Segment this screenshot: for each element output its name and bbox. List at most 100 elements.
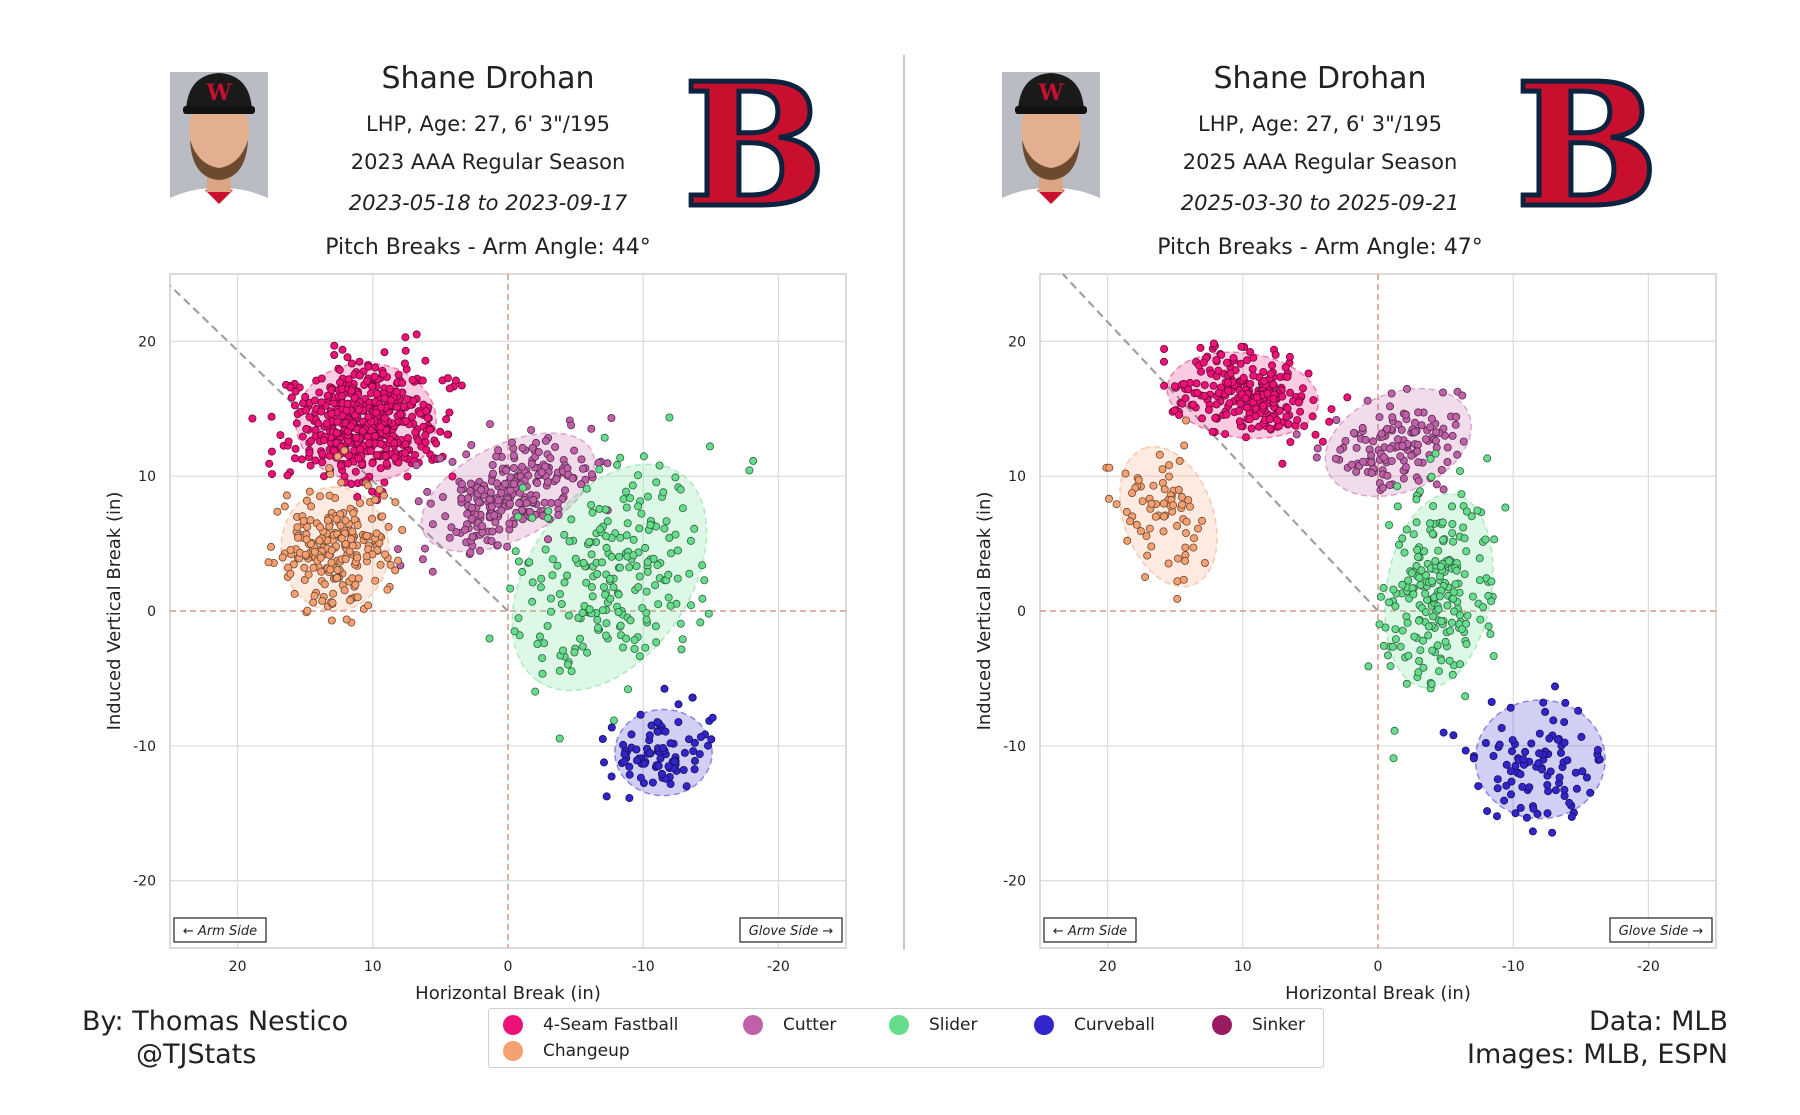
cutter-point	[486, 488, 495, 497]
changeup-point	[1173, 521, 1182, 530]
slider-point	[1483, 454, 1492, 463]
4-seam-fastball-point	[1296, 407, 1305, 416]
slider-point	[547, 607, 556, 616]
4-seam-fastball-point	[1229, 353, 1238, 362]
cutter-point	[541, 436, 550, 445]
cutter-point	[527, 459, 536, 468]
4-seam-fastball-point	[1286, 437, 1295, 446]
4-seam-fastball-point	[371, 432, 380, 441]
4-seam-fastball-point	[1209, 339, 1218, 348]
changeup-point	[1182, 517, 1191, 526]
cutter-point	[1411, 418, 1420, 427]
slider-point	[555, 590, 564, 599]
4-seam-fastball-point	[1263, 389, 1272, 398]
changeup-point	[341, 539, 350, 548]
y-axis-label: Induced Vertical Break (in)	[974, 492, 995, 731]
4-seam-fastball-point	[372, 389, 381, 398]
changeup-point	[307, 502, 316, 511]
slider-point	[652, 478, 661, 487]
4-seam-fastball-point	[443, 430, 452, 439]
4-seam-fastball-point	[425, 425, 434, 434]
slider-point	[641, 543, 650, 552]
svg-text:W: W	[206, 80, 232, 106]
changeup-point	[372, 529, 381, 538]
slider-point	[578, 608, 587, 617]
changeup-point	[348, 541, 357, 550]
changeup-point	[340, 586, 349, 595]
curveball-point	[708, 713, 717, 722]
curveball-point	[1546, 767, 1555, 776]
changeup-point	[1169, 501, 1178, 510]
slider-point	[632, 562, 641, 571]
y-tick-label: 20	[138, 334, 156, 350]
slider-point	[643, 567, 652, 576]
cutter-point	[463, 509, 472, 518]
slider-point	[514, 557, 523, 566]
4-seam-fastball-point	[1266, 369, 1275, 378]
slider-point	[1393, 502, 1402, 511]
slider-point	[1421, 589, 1430, 598]
4-seam-fastball-point	[1223, 378, 1232, 387]
4-seam-fastball-point	[421, 356, 430, 365]
slider-point	[1487, 577, 1496, 586]
changeup-point	[318, 596, 327, 605]
changeup-point	[325, 464, 334, 473]
slider-point	[1409, 590, 1418, 599]
curveball-point	[688, 693, 697, 702]
slider-point	[567, 515, 576, 524]
slider-point	[671, 473, 680, 482]
cutter-point	[497, 506, 506, 515]
curveball-point	[674, 718, 683, 727]
4-seam-fastball-point	[307, 436, 316, 445]
slider-point	[1409, 530, 1418, 539]
curveball-point	[625, 770, 634, 779]
slider-point	[1407, 569, 1416, 578]
changeup-point	[1181, 556, 1190, 565]
player-headshot-2023: W	[170, 72, 268, 217]
slider-point	[1476, 615, 1485, 624]
changeup-point	[332, 515, 341, 524]
4-seam-fastball-point	[1278, 392, 1287, 401]
changeup-point	[346, 596, 355, 605]
cutter-point	[1379, 453, 1388, 462]
curveball-point	[1522, 813, 1531, 822]
4-seam-fastball-point	[1211, 413, 1220, 422]
cutter-point	[518, 443, 527, 452]
slider-point	[662, 517, 671, 526]
4-seam-fastball-point	[363, 376, 372, 385]
cutter-point	[1431, 436, 1440, 445]
4-seam-fastball-point	[1248, 364, 1257, 373]
changeup-point	[316, 553, 325, 562]
slider-point	[1391, 635, 1400, 644]
pitch-break-plot-2023: 20 10 0 -10 -20 20 10 0 -10 -20 Horizontal Break (…	[104, 273, 847, 1004]
4-seam-fastball-point	[382, 459, 391, 468]
changeup-point	[326, 565, 335, 574]
cutter-point	[478, 522, 487, 531]
changeup-point	[1142, 532, 1151, 541]
y-tick-label: 10	[1008, 469, 1026, 485]
slider-point	[600, 433, 609, 442]
changeup-point	[346, 535, 355, 544]
slider-point	[614, 590, 623, 599]
slider-point	[603, 517, 612, 526]
cutter-point	[447, 523, 456, 532]
4-seam-fastball-point	[390, 453, 399, 462]
slider-point	[673, 546, 682, 555]
slider-point	[678, 635, 687, 644]
curveball-point	[1481, 739, 1490, 748]
cutter-point	[1331, 454, 1340, 463]
cutter-point	[467, 503, 476, 512]
arm-side-label: ← Arm Side	[183, 924, 257, 939]
4-seam-fastball-point	[319, 436, 328, 445]
cutter-point	[493, 541, 502, 550]
cutter-point	[551, 442, 560, 451]
data-source: Data: MLB	[1588, 1006, 1728, 1037]
4-seam-fastball-point	[367, 382, 376, 391]
slider-point	[643, 492, 652, 501]
curveball-point	[1449, 731, 1458, 740]
curveball-point	[1551, 682, 1560, 691]
cutter-point	[1347, 460, 1356, 469]
changeup-point	[353, 593, 362, 602]
slider-point	[1398, 626, 1407, 635]
4-seam-fastball-point	[267, 447, 276, 456]
